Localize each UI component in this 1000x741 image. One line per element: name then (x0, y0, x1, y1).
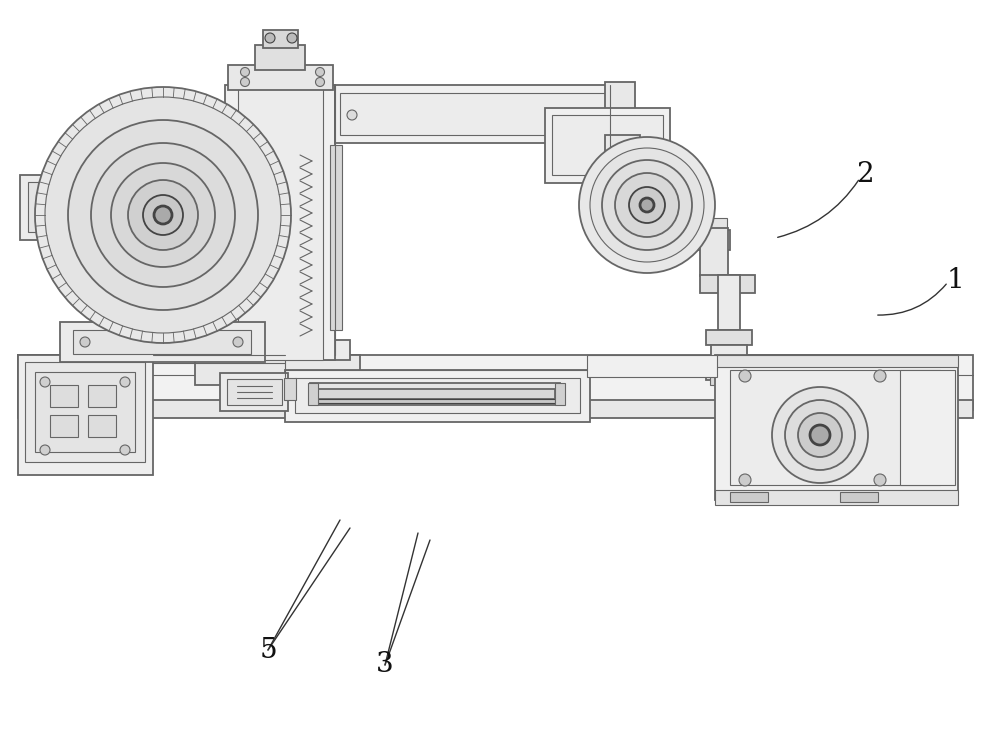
Bar (610, 220, 640, 258)
Circle shape (640, 198, 654, 212)
Bar (718, 275, 740, 330)
Bar (284, 378, 296, 400)
Circle shape (128, 180, 198, 250)
Bar (50, 415, 78, 437)
Text: 3: 3 (376, 651, 394, 679)
Bar (263, 30, 298, 48)
Bar (700, 275, 755, 293)
Bar (605, 135, 640, 220)
Bar (28, 182, 83, 232)
Bar (700, 228, 728, 276)
Circle shape (739, 474, 751, 486)
Circle shape (240, 78, 250, 87)
Bar (715, 355, 958, 367)
Bar (35, 372, 135, 452)
Circle shape (80, 337, 90, 347)
Bar (238, 85, 323, 360)
Bar (330, 145, 342, 330)
Circle shape (233, 337, 243, 347)
Bar (60, 322, 265, 362)
Bar (220, 373, 288, 411)
Bar (840, 492, 878, 502)
Bar (310, 383, 560, 405)
Bar (335, 85, 610, 143)
Text: 2: 2 (856, 162, 874, 188)
Circle shape (40, 377, 50, 387)
Circle shape (798, 413, 842, 457)
Bar (315, 389, 555, 399)
Bar (295, 378, 580, 413)
Circle shape (874, 370, 886, 382)
Circle shape (45, 97, 281, 333)
Circle shape (35, 87, 291, 343)
Circle shape (602, 160, 692, 250)
Bar (73, 330, 251, 354)
Bar (218, 145, 230, 330)
Bar (255, 45, 305, 70)
Bar (605, 82, 635, 147)
Bar (695, 230, 730, 250)
Circle shape (316, 67, 324, 76)
Bar (552, 115, 663, 175)
Bar (587, 355, 717, 377)
Bar (308, 383, 318, 405)
Circle shape (739, 370, 751, 382)
Circle shape (111, 163, 215, 267)
Bar (711, 345, 747, 365)
Circle shape (240, 67, 250, 76)
Circle shape (772, 387, 868, 483)
Bar (706, 365, 752, 380)
Circle shape (120, 445, 130, 455)
Bar (545, 108, 670, 183)
Bar (340, 93, 605, 135)
Bar (18, 355, 973, 410)
Bar (697, 218, 727, 232)
Circle shape (40, 445, 50, 455)
Bar (210, 340, 350, 360)
Circle shape (316, 78, 324, 87)
Bar (25, 362, 145, 462)
Circle shape (91, 143, 235, 287)
Bar (88, 415, 116, 437)
Bar (225, 85, 335, 360)
Circle shape (615, 173, 679, 237)
Bar (710, 375, 748, 385)
Bar (555, 383, 565, 405)
Circle shape (629, 187, 665, 223)
Bar (50, 385, 78, 407)
Bar (715, 355, 958, 500)
Circle shape (265, 33, 275, 43)
Circle shape (120, 377, 130, 387)
Bar (228, 65, 333, 90)
Bar (18, 355, 148, 417)
Circle shape (579, 137, 715, 273)
Circle shape (68, 120, 258, 310)
Circle shape (154, 206, 172, 224)
Bar (730, 370, 940, 485)
Bar (18, 400, 973, 418)
Circle shape (810, 425, 830, 445)
Circle shape (347, 110, 357, 120)
Text: 5: 5 (259, 637, 277, 663)
Bar (20, 175, 92, 240)
Text: 1: 1 (946, 267, 964, 293)
Bar (18, 355, 153, 475)
Bar (900, 370, 955, 485)
Bar (88, 385, 116, 407)
Bar (227, 379, 282, 405)
Bar (715, 490, 958, 505)
Circle shape (590, 148, 704, 262)
Circle shape (874, 474, 886, 486)
Bar (706, 330, 752, 345)
Circle shape (143, 195, 183, 235)
Circle shape (287, 33, 297, 43)
Bar (285, 370, 590, 422)
Bar (195, 355, 360, 385)
Circle shape (785, 400, 855, 470)
Bar (315, 399, 555, 403)
Bar (730, 492, 768, 502)
